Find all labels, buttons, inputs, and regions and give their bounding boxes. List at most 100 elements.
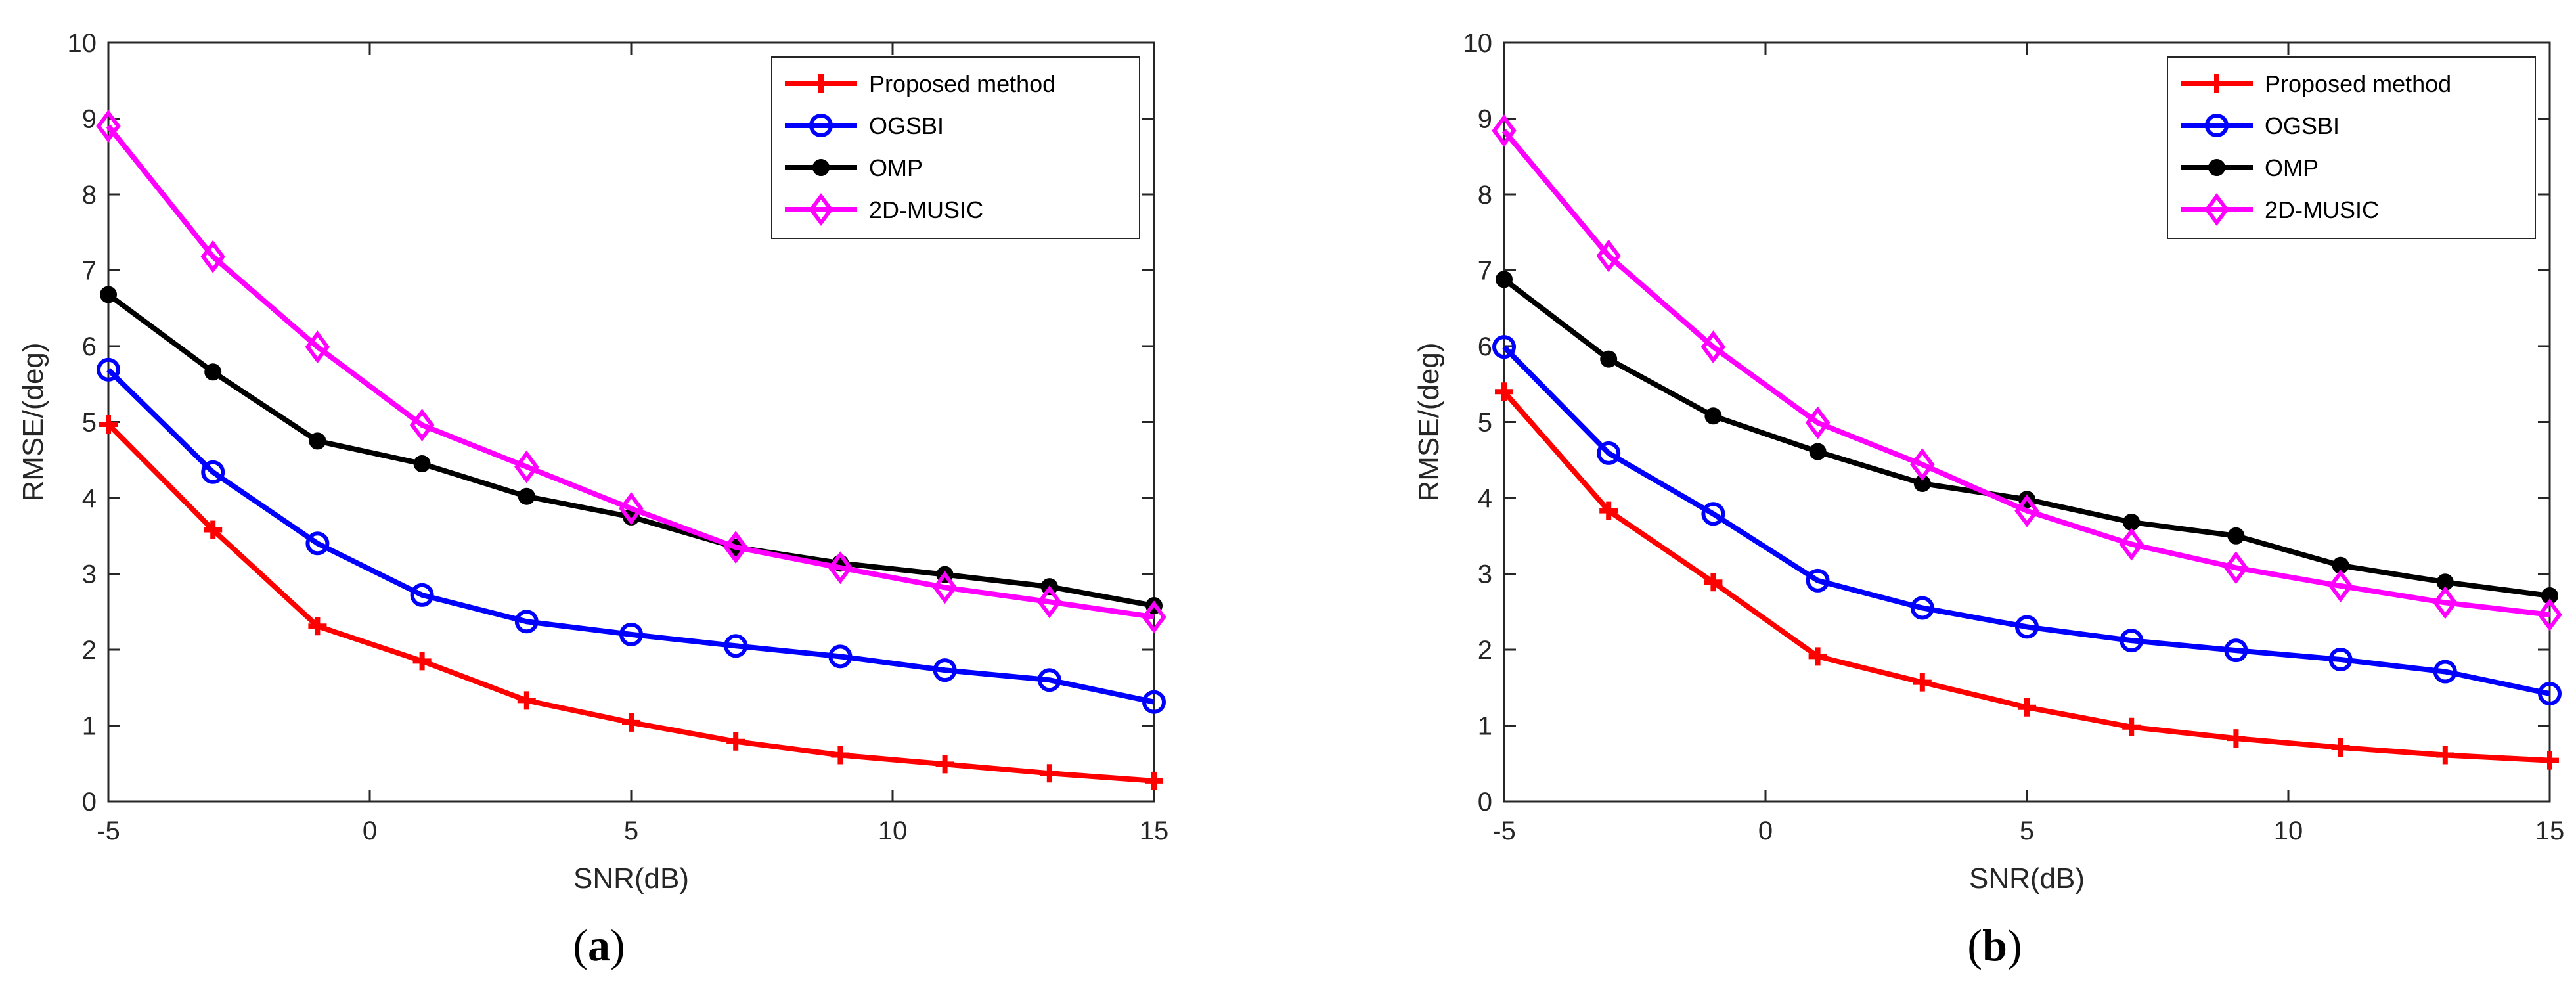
data-point <box>2227 729 2246 748</box>
legend-swatch-marker <box>2208 74 2226 93</box>
data-point <box>204 363 222 381</box>
legend-swatch-marker <box>2204 193 2229 226</box>
data-point <box>514 610 539 634</box>
legend-label: 2D-MUSIC <box>2265 196 2379 223</box>
y-tick-label: 9 <box>82 105 97 134</box>
series-proposed-method <box>99 414 1163 790</box>
series-proposed-method <box>1495 382 2559 770</box>
data-point <box>726 732 745 751</box>
series-2d-music <box>96 110 1166 634</box>
data-point <box>2433 586 2458 619</box>
legend-item-2d-music: 2D-MUSIC <box>2181 193 2379 226</box>
data-point <box>2328 569 2353 602</box>
data-point <box>2433 660 2457 684</box>
caption-letter: a <box>588 920 610 970</box>
data-point <box>1701 502 1725 526</box>
legend-swatch-marker <box>812 74 830 93</box>
legend-item-proposed-method: Proposed method <box>785 70 1055 97</box>
data-point <box>1597 441 1621 465</box>
series-2d-music <box>1492 114 2562 631</box>
x-tick-label: 15 <box>2535 816 2565 845</box>
y-tick-label: 5 <box>82 409 97 437</box>
y-tick-label: 9 <box>1478 105 1492 134</box>
data-point <box>2014 494 2039 527</box>
data-point <box>1596 239 1621 273</box>
y-tick-label: 1 <box>1478 712 1492 741</box>
data-point <box>2123 513 2141 531</box>
data-point <box>99 414 118 434</box>
data-point <box>2223 551 2249 585</box>
series-line-2d-music <box>1501 129 2550 617</box>
data-point <box>409 409 435 442</box>
y-tick-label: 5 <box>1478 409 1492 437</box>
data-point <box>724 634 748 658</box>
legend-swatch-marker <box>809 114 833 137</box>
y-tick-label: 0 <box>1478 788 1492 816</box>
data-point <box>831 746 850 765</box>
x-tick-label: 0 <box>1758 816 1773 845</box>
y-tick-label: 2 <box>82 636 97 665</box>
data-point <box>309 432 326 450</box>
caption-open: ( <box>573 920 588 970</box>
data-point <box>2015 615 2039 639</box>
data-point <box>2120 629 2144 653</box>
caption-letter: b <box>1982 920 2007 970</box>
data-point <box>517 691 536 710</box>
y-tick-label: 3 <box>82 560 97 589</box>
data-point <box>2122 717 2141 736</box>
data-point <box>1913 673 1932 692</box>
data-point <box>2538 681 2562 705</box>
y-tick-label: 8 <box>1478 181 1492 210</box>
y-axis-label: RMSE/(deg) <box>17 342 49 501</box>
legend-item-omp: OMP <box>2181 154 2319 181</box>
data-point <box>1910 596 1934 620</box>
y-tick-label: 10 <box>68 29 97 58</box>
data-point <box>2119 527 2144 561</box>
y-tick-label: 2 <box>1478 636 1492 665</box>
legend-label: Proposed method <box>2265 70 2451 97</box>
data-point <box>1910 448 1935 481</box>
data-point <box>1145 771 1163 790</box>
series-ogsbi <box>1492 335 2562 705</box>
data-point <box>2541 751 2559 770</box>
data-point <box>723 531 748 564</box>
data-point <box>1142 600 1166 634</box>
data-point <box>97 357 120 382</box>
data-point <box>1037 668 1061 692</box>
y-tick-label: 7 <box>1478 257 1492 286</box>
data-point <box>1492 114 1517 147</box>
legend-label: OMP <box>2265 154 2319 181</box>
caption-close: ) <box>610 920 625 970</box>
x-tick-label: 0 <box>363 816 377 845</box>
caption-open: ( <box>1967 920 1982 970</box>
legend-label: Proposed method <box>869 70 1055 97</box>
x-axis-label: SNR(dB) <box>573 862 689 895</box>
caption-close: ) <box>2007 920 2022 970</box>
data-point <box>412 652 432 671</box>
legend-item-ogsbi: OGSBI <box>785 112 944 139</box>
legend-item-ogsbi: OGSBI <box>2181 112 2340 139</box>
data-point <box>200 240 225 273</box>
data-point <box>932 571 958 604</box>
x-tick-label: 10 <box>2274 816 2303 845</box>
data-point <box>619 622 643 646</box>
data-point <box>1809 443 1827 460</box>
x-tick-label: 10 <box>878 816 908 845</box>
data-point <box>933 658 957 682</box>
data-point <box>413 455 431 473</box>
data-point <box>518 487 535 505</box>
data-point <box>1040 764 1059 783</box>
data-point <box>828 551 853 585</box>
data-point <box>201 460 225 484</box>
legend-swatch-marker <box>809 193 833 226</box>
data-point <box>1599 501 1618 520</box>
data-point <box>935 755 954 774</box>
legend-swatch-marker <box>2205 114 2229 137</box>
data-point <box>1808 647 1827 666</box>
panel-caption: (b) <box>1967 920 2022 970</box>
legend-label: 2D-MUSIC <box>869 196 983 223</box>
data-point <box>2227 527 2245 545</box>
